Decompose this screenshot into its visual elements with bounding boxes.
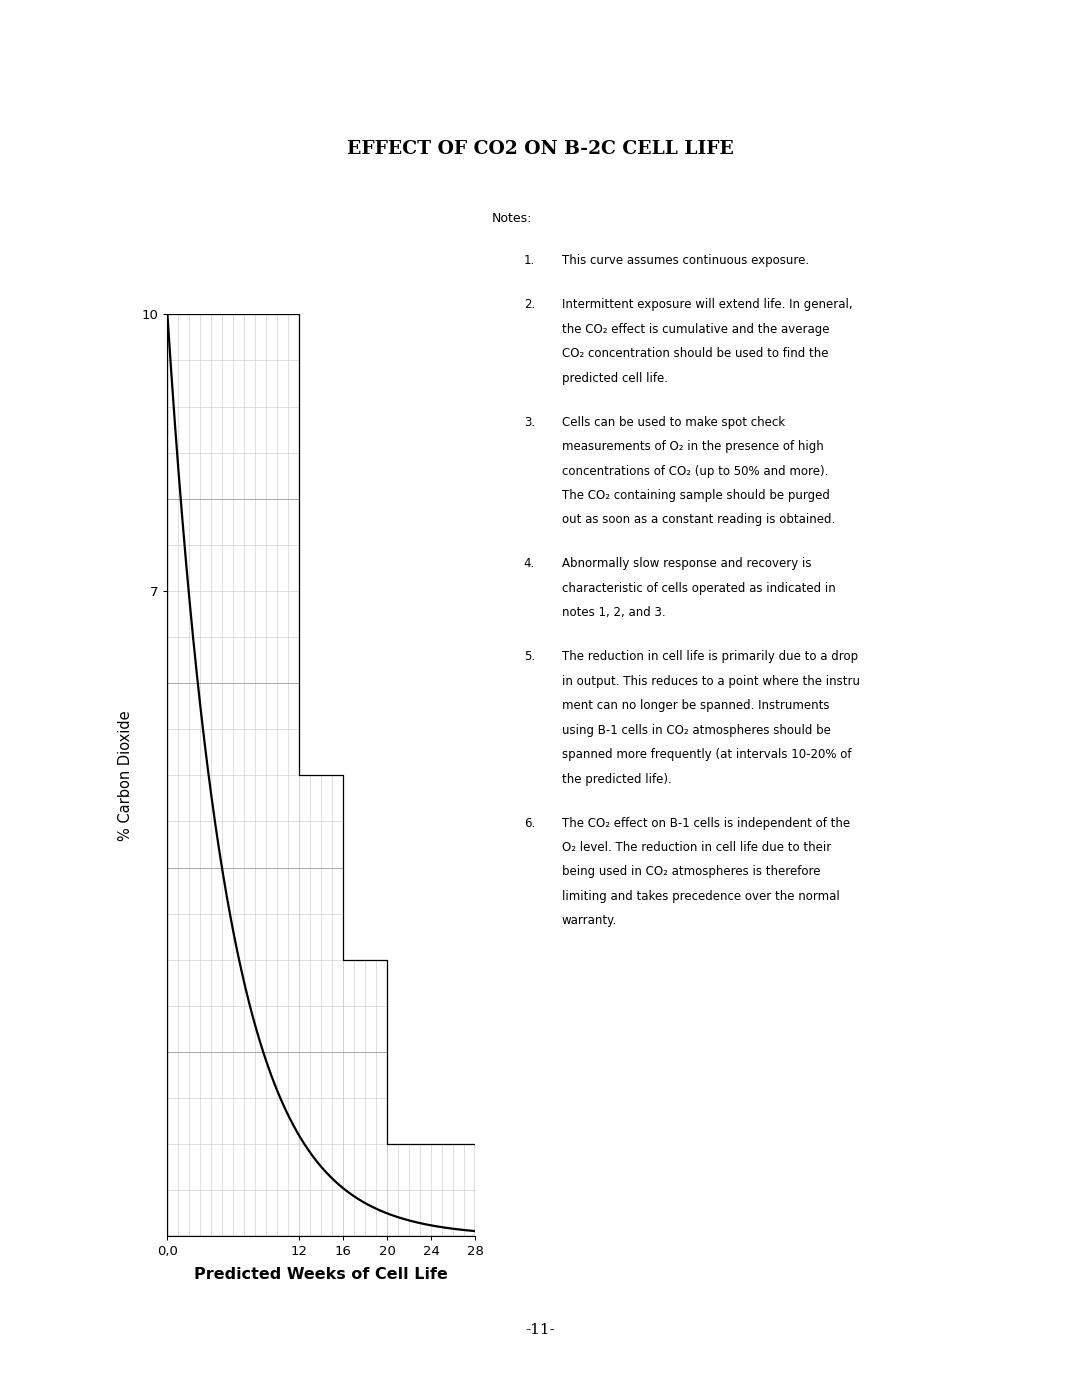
Text: -11-: -11- — [525, 1323, 555, 1337]
Text: warranty.: warranty. — [562, 915, 617, 928]
Text: predicted cell life.: predicted cell life. — [562, 372, 667, 384]
Text: 5.: 5. — [524, 651, 535, 664]
Text: out as soon as a constant reading is obtained.: out as soon as a constant reading is obt… — [562, 513, 835, 527]
Text: CO₂ concentration should be used to find the: CO₂ concentration should be used to find… — [562, 348, 828, 360]
Text: This curve assumes continuous exposure.: This curve assumes continuous exposure. — [562, 254, 809, 267]
Text: Cells can be used to make spot check: Cells can be used to make spot check — [562, 416, 785, 429]
Text: the CO₂ effect is cumulative and the average: the CO₂ effect is cumulative and the ave… — [562, 323, 829, 335]
Text: 2.: 2. — [524, 299, 535, 312]
Text: Intermittent exposure will extend life. In general,: Intermittent exposure will extend life. … — [562, 299, 852, 312]
Text: characteristic of cells operated as indicated in: characteristic of cells operated as indi… — [562, 581, 835, 595]
Text: notes 1, 2, and 3.: notes 1, 2, and 3. — [562, 606, 665, 619]
Y-axis label: % Carbon Dioxide: % Carbon Dioxide — [118, 710, 133, 841]
Text: using B-1 cells in CO₂ atmospheres should be: using B-1 cells in CO₂ atmospheres shoul… — [562, 724, 831, 736]
Text: 6.: 6. — [524, 816, 535, 830]
Text: measurements of O₂ in the presence of high: measurements of O₂ in the presence of hi… — [562, 440, 823, 453]
Text: concentrations of CO₂ (up to 50% and more).: concentrations of CO₂ (up to 50% and mor… — [562, 464, 828, 478]
X-axis label: Predicted Weeks of Cell Life: Predicted Weeks of Cell Life — [194, 1267, 448, 1281]
Text: spanned more frequently (at intervals 10-20% of: spanned more frequently (at intervals 10… — [562, 749, 851, 761]
Text: The CO₂ effect on B-1 cells is independent of the: The CO₂ effect on B-1 cells is independe… — [562, 816, 850, 830]
Text: The CO₂ containing sample should be purged: The CO₂ containing sample should be purg… — [562, 489, 829, 502]
Text: ment can no longer be spanned. Instruments: ment can no longer be spanned. Instrumen… — [562, 700, 829, 712]
Text: 1.: 1. — [524, 254, 535, 267]
Text: EFFECT OF CO2 ON B-2C CELL LIFE: EFFECT OF CO2 ON B-2C CELL LIFE — [347, 141, 733, 158]
Text: Abnormally slow response and recovery is: Abnormally slow response and recovery is — [562, 557, 811, 570]
Text: the predicted life).: the predicted life). — [562, 773, 672, 785]
Text: 4.: 4. — [524, 557, 535, 570]
Text: 3.: 3. — [524, 416, 535, 429]
Text: in output. This reduces to a point where the instru: in output. This reduces to a point where… — [562, 675, 860, 687]
Text: limiting and takes precedence over the normal: limiting and takes precedence over the n… — [562, 890, 839, 902]
Text: The reduction in cell life is primarily due to a drop: The reduction in cell life is primarily … — [562, 651, 858, 664]
Text: being used in CO₂ atmospheres is therefore: being used in CO₂ atmospheres is therefo… — [562, 866, 820, 879]
Text: Notes:: Notes: — [491, 212, 531, 225]
Text: O₂ level. The reduction in cell life due to their: O₂ level. The reduction in cell life due… — [562, 841, 831, 854]
